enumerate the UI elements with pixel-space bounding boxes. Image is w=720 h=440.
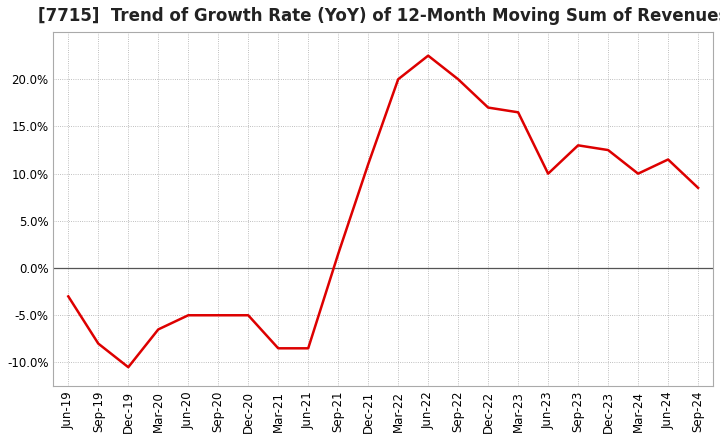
Title: [7715]  Trend of Growth Rate (YoY) of 12-Month Moving Sum of Revenues: [7715] Trend of Growth Rate (YoY) of 12-… bbox=[38, 7, 720, 25]
